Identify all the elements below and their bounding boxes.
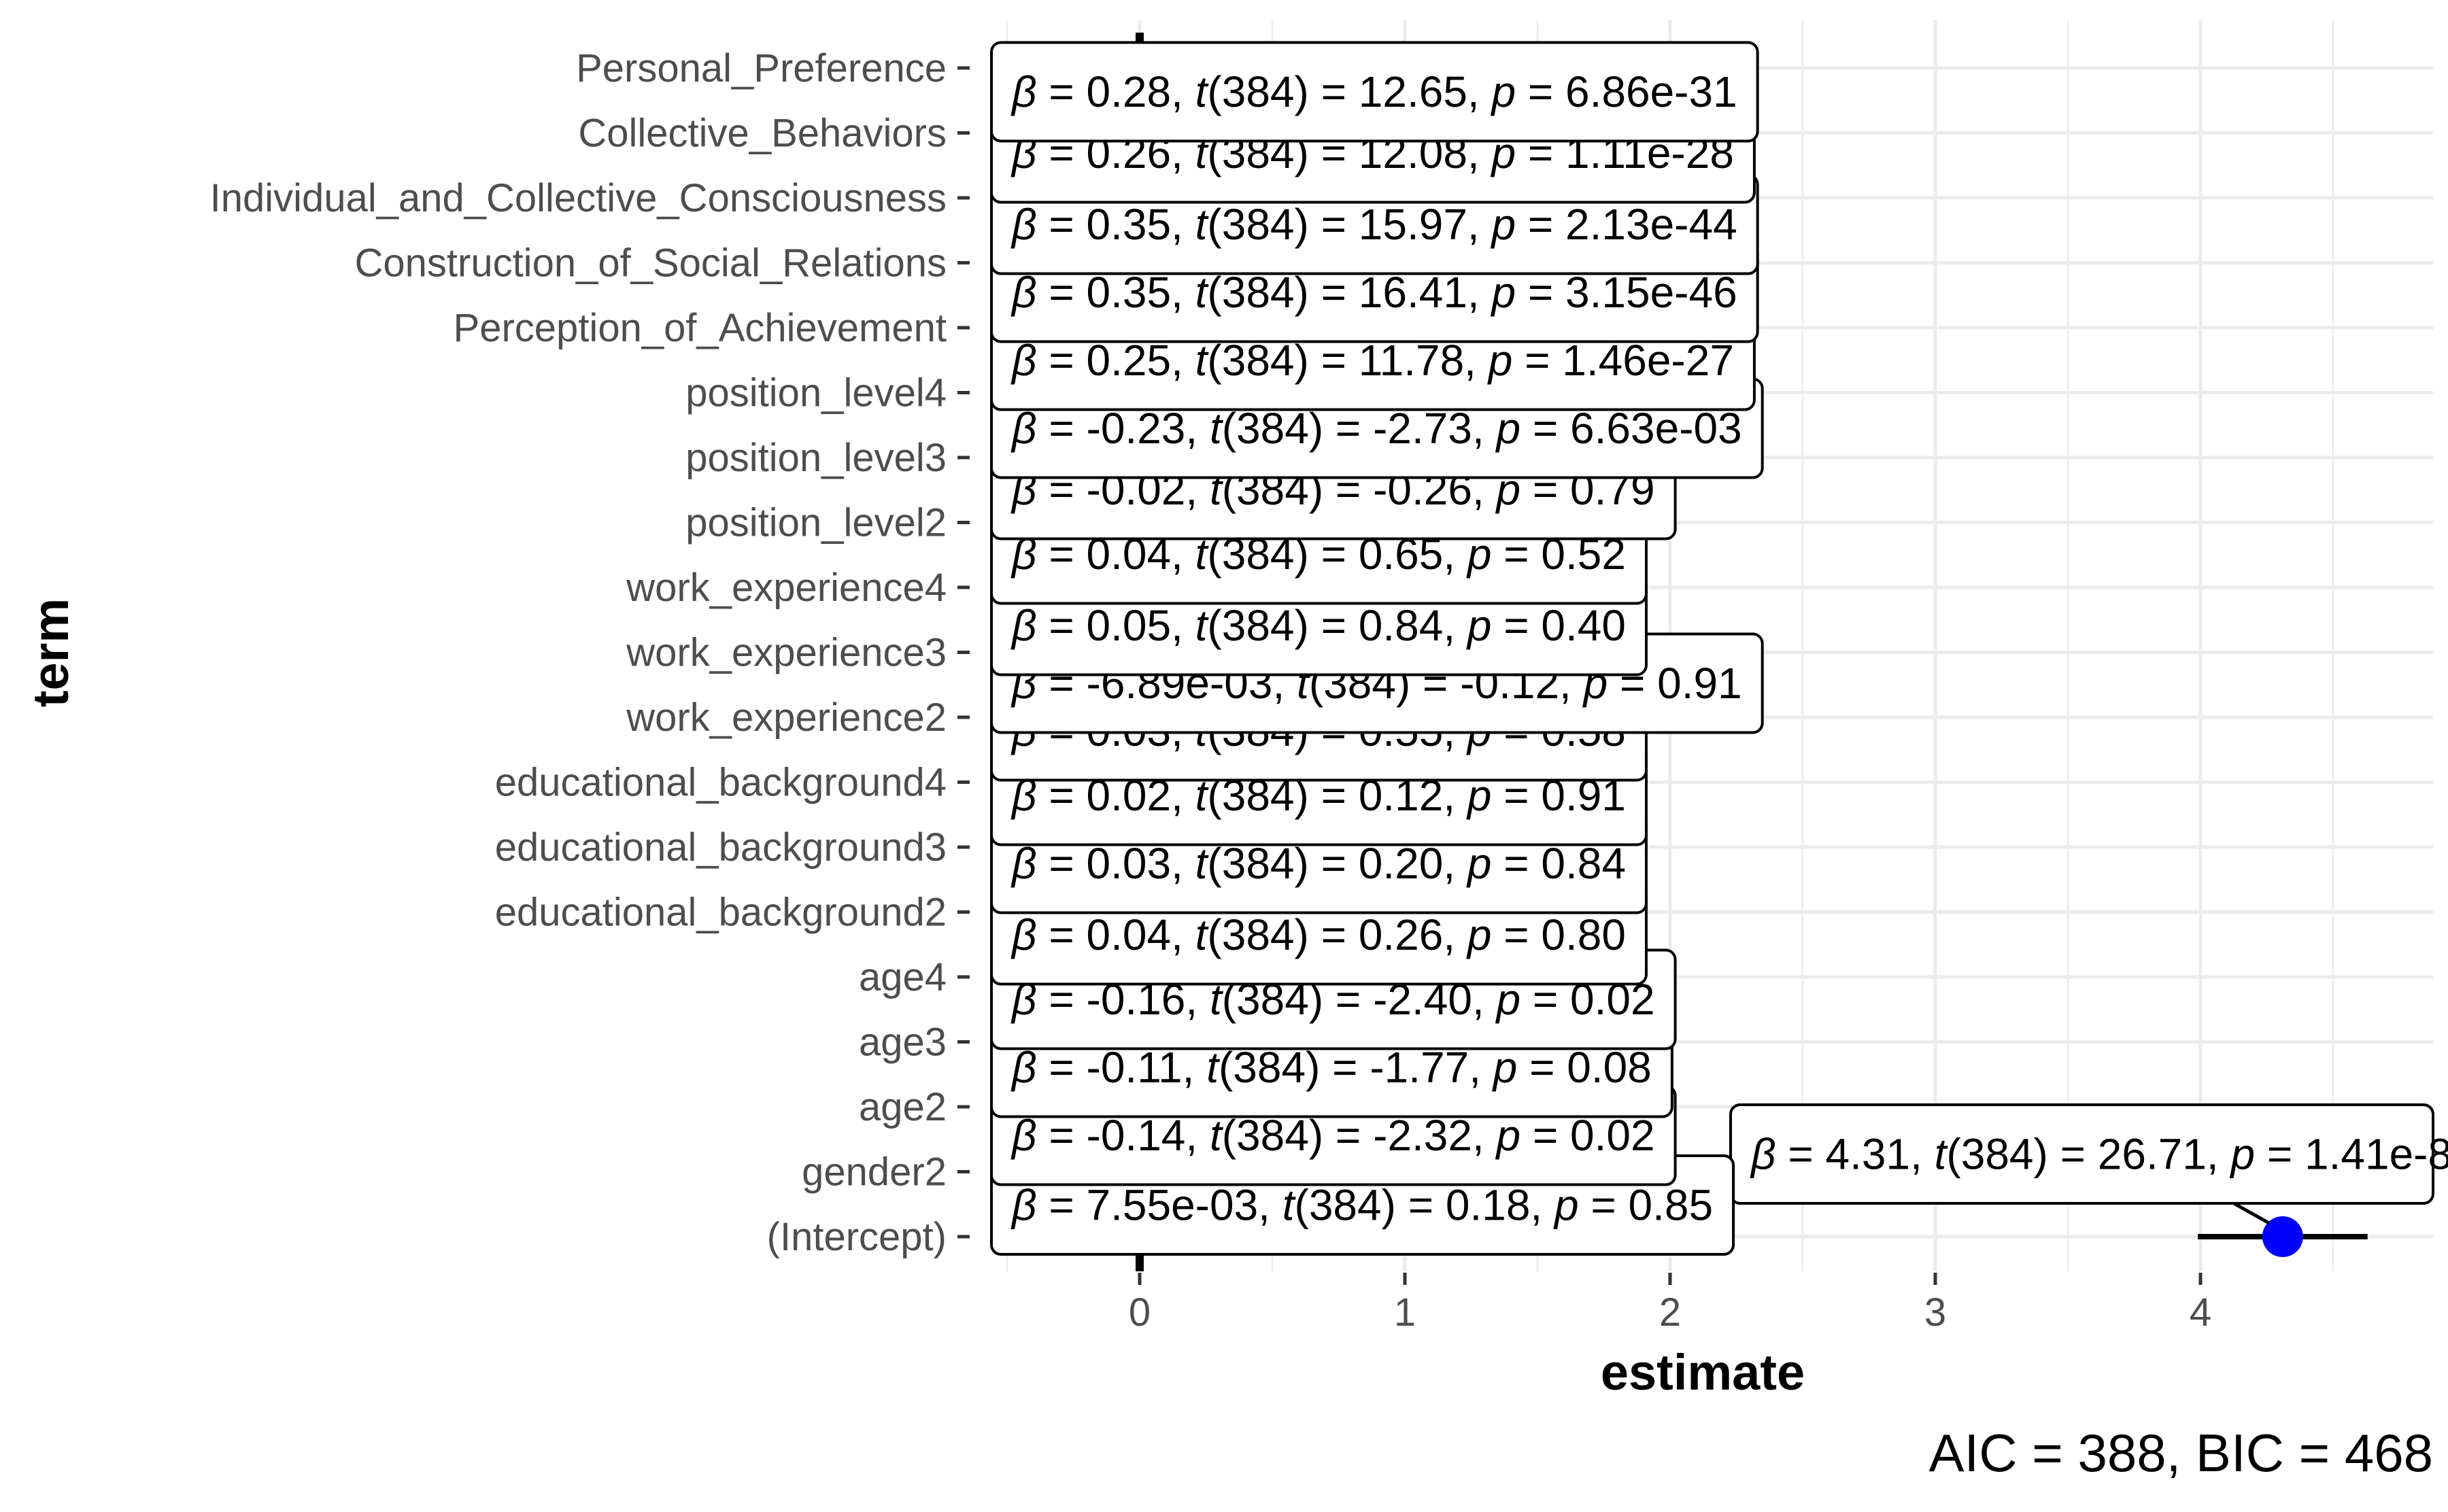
x-tick-label: 1 — [1394, 1290, 1416, 1335]
y-tick-label: work_experience3 — [626, 631, 947, 675]
y-tick-label: Personal_Preference — [576, 46, 947, 90]
y-tick-label: educational_background2 — [495, 891, 947, 935]
y-tick-label: Construction_of_Social_Relations — [354, 241, 947, 286]
y-tick-label: Individual_and_Collective_Consciousness — [210, 176, 947, 220]
label-box — [990, 41, 1759, 143]
y-axis: Personal_Preference Collective_Behaviors I… — [210, 46, 970, 1259]
y-tick-label: (Intercept) — [767, 1215, 947, 1259]
label-text: β = 0.03, t(384) = 0.20, p = 0.84 — [1010, 839, 1626, 888]
label-box — [1729, 1103, 2434, 1205]
x-axis-title: estimate — [1601, 1344, 1805, 1401]
label-text: β = 0.25, t(384) = 11.78, p = 1.46e-27 — [1010, 336, 1734, 385]
y-tick-label: work_experience4 — [626, 566, 947, 610]
coefficient-labels: β = 4.31, t(384) = 26.71, p = 1.41e-89 β … — [990, 41, 2448, 1256]
label-text: β = -0.23, t(384) = -2.73, p = 6.63e-03 — [1010, 404, 1742, 453]
x-tick-label: 2 — [1659, 1290, 1681, 1335]
label-text: β = 7.55e-03, t(384) = 0.18, p = 0.85 — [1010, 1181, 1713, 1230]
y-tick-label: gender2 — [802, 1150, 947, 1195]
label-text: β = 0.35, t(384) = 16.41, p = 3.15e-46 — [1010, 268, 1737, 317]
coefficient-label: β = 0.28, t(384) = 12.65, p = 6.86e-31 — [990, 41, 1759, 143]
label-text: β = -0.11, t(384) = -1.77, p = 0.08 — [1010, 1043, 1652, 1092]
x-tick-label: 3 — [1924, 1290, 1946, 1335]
y-tick-label: position_level3 — [685, 436, 947, 480]
y-tick-label: position_level4 — [685, 371, 947, 415]
y-tick-label: age3 — [859, 1020, 947, 1065]
y-tick-label: Perception_of_Achievement — [454, 306, 947, 350]
label-text: β = 4.31, t(384) = 26.71, p = 1.41e-89 — [1750, 1130, 2448, 1179]
label-leader-line — [2232, 1201, 2271, 1225]
x-axis: 0 1 2 3 4 — [1129, 1273, 2211, 1335]
y-tick-label: work_experience2 — [626, 695, 947, 740]
label-text: β = -0.14, t(384) = -2.32, p = 0.02 — [1010, 1111, 1655, 1160]
x-tick-label: 4 — [2190, 1290, 2211, 1335]
x-tick-label: 0 — [1129, 1290, 1151, 1335]
y-tick-label: age4 — [859, 955, 947, 999]
y-tick-label: educational_background4 — [495, 761, 947, 805]
label-text: β = 0.04, t(384) = 0.26, p = 0.80 — [1010, 910, 1626, 959]
y-axis-title: term — [22, 598, 79, 707]
label-text: β = 0.28, t(384) = 12.65, p = 6.86e-31 — [1010, 67, 1737, 116]
y-tick-label: age2 — [859, 1085, 947, 1129]
label-text: β = 0.35, t(384) = 15.97, p = 2.13e-44 — [1010, 200, 1737, 249]
data-point — [2262, 1216, 2303, 1257]
label-text: β = 0.05, t(384) = 0.84, p = 0.40 — [1010, 601, 1626, 650]
model-fit-footer: AIC = 388, BIC = 468 — [1929, 1423, 2433, 1483]
y-tick-label: educational_background3 — [495, 825, 947, 870]
y-tick-label: Collective_Behaviors — [578, 111, 947, 156]
coefficient-label: β = 4.31, t(384) = 26.71, p = 1.41e-89 — [1729, 1103, 2448, 1225]
y-tick-label: position_level2 — [685, 501, 947, 545]
